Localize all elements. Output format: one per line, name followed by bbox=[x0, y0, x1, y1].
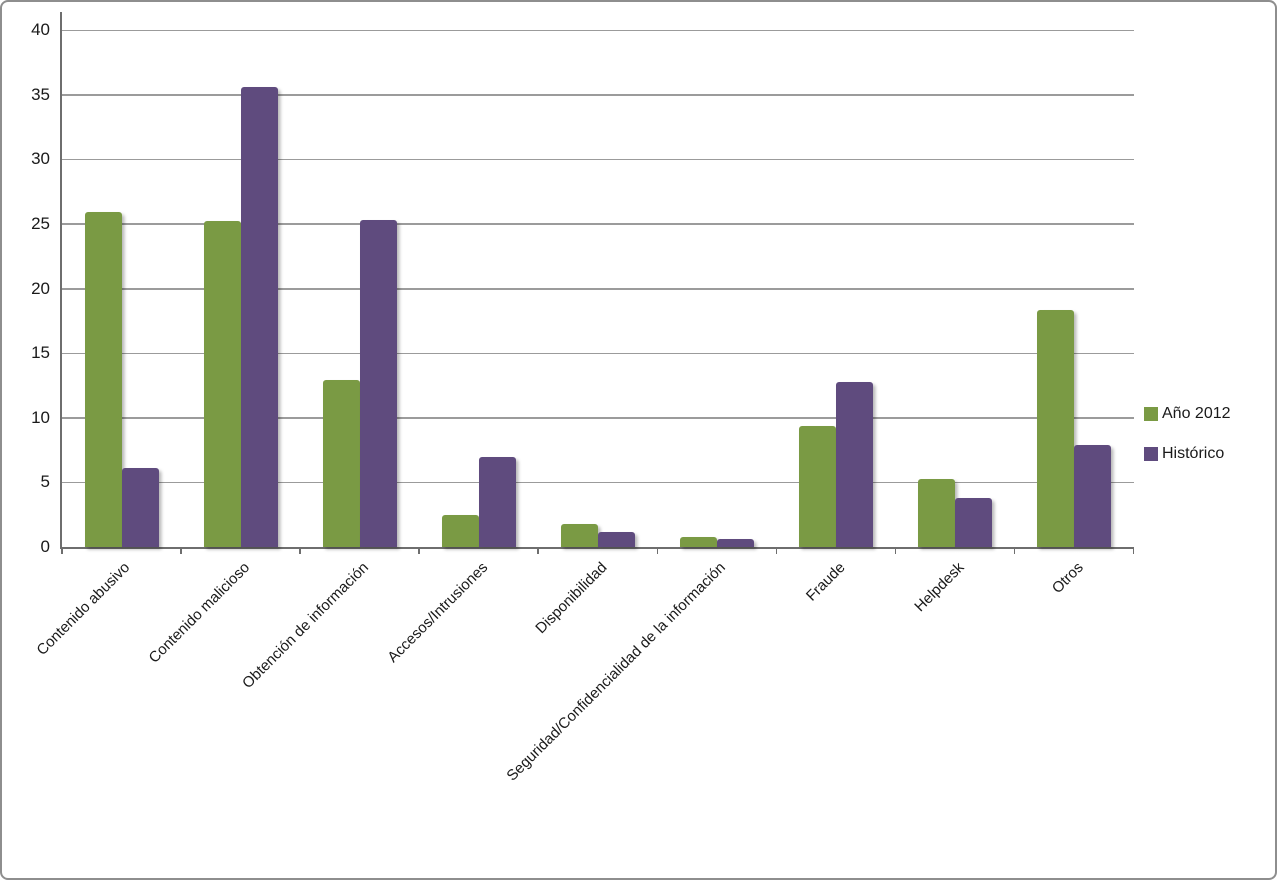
bar-ano-2012-helpdesk bbox=[918, 478, 956, 547]
legend-swatch-ano-2012 bbox=[1144, 407, 1158, 421]
y-tick-label-0: 0 bbox=[40, 537, 50, 556]
x-axis-tick bbox=[180, 547, 182, 554]
bar-ano-2012-contenido-malicioso bbox=[203, 221, 241, 547]
category-group-helpdesk: Helpdesk bbox=[896, 30, 1016, 615]
category-group-contenido-abusivo: Contenido abusivo bbox=[34, 30, 182, 659]
category-group-fraude: Fraude bbox=[777, 30, 897, 605]
bar-historico-obtencion-de-informacion bbox=[359, 220, 397, 547]
category-group-obtencion-de-informacion: Obtención de información bbox=[239, 30, 420, 692]
x-axis-tick bbox=[775, 547, 778, 554]
category-group-disponibilidad: Disponibilidad bbox=[532, 30, 659, 637]
legend: Año 2012 Histórico bbox=[1144, 405, 1231, 463]
bar-ano-2012-fraude bbox=[799, 425, 837, 547]
gridline-5 bbox=[62, 481, 1134, 484]
x-axis-tick bbox=[894, 547, 897, 554]
x-axis-tick bbox=[299, 547, 301, 554]
x-axis-tick bbox=[656, 547, 659, 554]
bar-historico-contenido-malicioso bbox=[240, 86, 278, 547]
y-tick-label-10: 10 bbox=[31, 407, 50, 427]
category-group-contenido-malicioso: Contenido malicioso bbox=[145, 30, 301, 667]
y-tick-label-30: 30 bbox=[31, 149, 50, 169]
bar-historico-contenido-abusivo bbox=[121, 468, 159, 547]
y-tick-label-35: 35 bbox=[31, 84, 50, 104]
bar-historico-otros bbox=[1074, 444, 1112, 547]
x-axis-label-text: Fraude bbox=[802, 559, 849, 605]
y-axis-line bbox=[60, 12, 62, 30]
bar-historico-accesos-intrusiones bbox=[478, 456, 516, 547]
x-axis-label-text: Disponibilidad bbox=[531, 559, 611, 638]
bar-historico-disponibilidad bbox=[597, 531, 635, 547]
bar-historico-fraude bbox=[836, 381, 874, 547]
bar-ano-2012-obtencion-de-informacion bbox=[322, 380, 360, 547]
gridline-10 bbox=[62, 417, 1134, 419]
gridline-35 bbox=[62, 94, 1134, 96]
gridline-20 bbox=[62, 288, 1134, 290]
bar-ano-2012-otros bbox=[1037, 310, 1075, 547]
bar-historico-seguridad-confidencialidad-de-la-informacion bbox=[717, 539, 755, 547]
category-group-otros: Otros bbox=[1015, 30, 1135, 597]
gridline-25 bbox=[62, 223, 1134, 225]
y-tick-label-20: 20 bbox=[31, 278, 50, 298]
gridline-40 bbox=[62, 29, 1134, 31]
y-tick-label-5: 5 bbox=[40, 472, 50, 492]
x-axis-label-text: Accesos/Intrusiones bbox=[383, 559, 491, 666]
category-group-accesos-intrusiones: Accesos/Intrusiones bbox=[384, 30, 539, 666]
plot-area: 0 5 10 15 20 25 30 35 40 Contenido abusivo Conten… bbox=[31, 12, 1135, 784]
x-axis-label-text: Otros bbox=[1048, 559, 1087, 597]
x-axis-tick bbox=[1013, 547, 1016, 554]
x-axis-tick bbox=[418, 547, 420, 554]
x-axis-label-text: Contenido malicioso bbox=[145, 559, 253, 667]
x-axis-tick bbox=[537, 547, 539, 554]
legend-item-ano-2012: Año 2012 bbox=[1144, 405, 1231, 423]
x-axis-tick bbox=[1132, 547, 1135, 554]
y-tick-label-40: 40 bbox=[31, 20, 50, 39]
x-axis-label-text: Helpdesk bbox=[911, 559, 968, 616]
y-tick-label-25: 25 bbox=[31, 213, 50, 233]
bar-historico-helpdesk bbox=[955, 497, 993, 547]
bar-ano-2012-contenido-abusivo bbox=[84, 212, 122, 547]
legend-item-historico: Histórico bbox=[1144, 445, 1231, 463]
legend-label-historico: Histórico bbox=[1162, 445, 1225, 462]
x-axis-label-text: Obtención de información bbox=[238, 559, 372, 692]
bar-ano-2012-seguridad-confidencialidad-de-la-informacion bbox=[680, 536, 718, 547]
x-axis-label-text: Seguridad/Confidencialidad de la informa… bbox=[503, 559, 730, 785]
y-tick-label-15: 15 bbox=[31, 343, 50, 363]
category-group-seguridad-confidencialidad-de-la-informacion: Seguridad/Confidencialidad de la informa… bbox=[504, 30, 778, 784]
legend-label-ano-2012: Año 2012 bbox=[1162, 405, 1231, 422]
bar-ano-2012-accesos-intrusiones bbox=[441, 514, 479, 547]
gridline-30 bbox=[62, 158, 1134, 161]
x-axis-tick bbox=[61, 547, 63, 554]
x-axis-label-text: Contenido abusivo bbox=[33, 559, 134, 659]
gridline-15 bbox=[62, 352, 1134, 355]
bar-groups: Contenido abusivo Contenido malicioso Obte… bbox=[34, 30, 1135, 784]
legend-swatch-historico bbox=[1144, 447, 1158, 461]
bar-ano-2012-disponibilidad bbox=[560, 523, 598, 547]
